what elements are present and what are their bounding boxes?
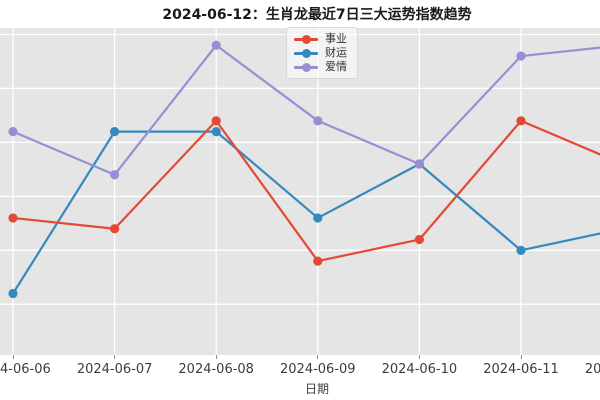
legend-label-career: 事业	[325, 32, 347, 45]
x-tick-label: 2024-06-08	[178, 362, 254, 377]
x-tick-label: 2024-06-11	[483, 362, 559, 377]
legend-item-career: 事业	[294, 32, 347, 46]
legend-label-wealth: 财运	[325, 46, 347, 59]
x-tick-label: 2024-06-09	[280, 362, 356, 377]
x-tick-mark	[520, 355, 522, 359]
legend-item-love: 爱情	[294, 60, 347, 74]
x-tick-label: 2024-06-10	[381, 362, 458, 377]
love-line-marker-icon	[294, 62, 318, 72]
x-tick-label: 2024-06-07	[76, 362, 153, 377]
x-tick-label: 2024-06-06	[0, 362, 51, 377]
chart-title: 2024-06-12：生肖龙最近7日三大运势指数趋势	[162, 7, 472, 23]
plot-area	[0, 28, 600, 355]
wealth-line-marker-icon	[294, 48, 318, 58]
legend-item-wealth: 财运	[294, 46, 347, 60]
line-chart	[0, 28, 600, 355]
x-tick-mark	[317, 355, 319, 359]
x-tick-mark	[12, 355, 14, 359]
legend: 事业 财运 爱情	[286, 27, 358, 79]
x-axis-title: 日期	[304, 382, 330, 396]
legend-label-love: 爱情	[325, 60, 347, 73]
x-tick-label: 2024-06-12	[584, 362, 600, 377]
x-tick-mark	[114, 355, 116, 359]
x-tick-mark	[418, 355, 420, 359]
career-line-marker-icon	[294, 34, 318, 44]
x-tick-mark	[215, 355, 217, 359]
